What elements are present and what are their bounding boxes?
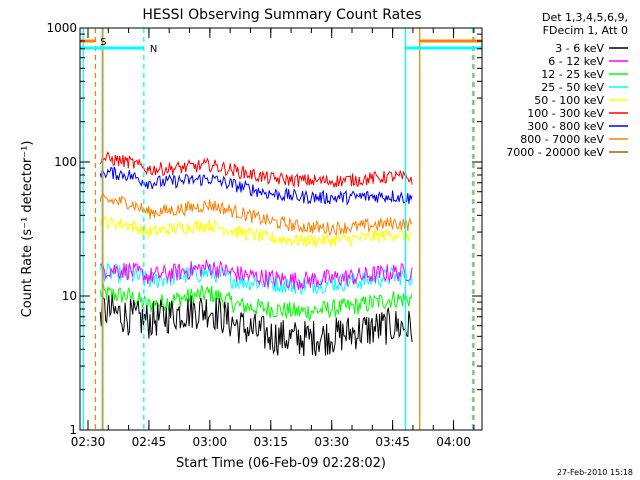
x-tick-label: 03:30: [314, 435, 349, 449]
series-line-5: [99, 151, 413, 188]
y-tick-label: 1000: [46, 21, 77, 35]
legend-entry-label: 3 - 6 keV: [555, 42, 604, 55]
series-line-7: [99, 192, 413, 236]
y-axis-label: Count Rate (s⁻¹ detector⁻¹): [20, 141, 35, 318]
y-tick-label: 10: [62, 289, 77, 303]
series-line-3: [99, 262, 413, 296]
x-tick-label: 02:30: [71, 435, 106, 449]
x-tick-label: 03:15: [253, 435, 288, 449]
series-line-2: [99, 284, 413, 322]
legend-header-line: Det 1,3,4,5,6,9,: [542, 11, 628, 24]
legend-entry-label: 6 - 12 keV: [548, 55, 604, 68]
y-tick-label: 1: [69, 423, 77, 437]
legend-entry-label: 50 - 100 keV: [534, 94, 604, 107]
plot-frame: [79, 27, 483, 431]
series-line-0: [99, 291, 413, 357]
legend-entry-label: 12 - 25 keV: [541, 68, 604, 81]
legend-entry-label: 300 - 800 keV: [527, 120, 604, 133]
x-tick-label: 02:45: [132, 435, 167, 449]
y-tick-label: 100: [54, 155, 77, 169]
series-line-6: [99, 165, 413, 206]
axes: 02:30 02:45 03:00 03:15 03:30 03:45 04:00 1 10 10…: [46, 21, 483, 449]
x-tick-label: 04:00: [436, 435, 471, 449]
footer-timestamp: 27-Feb-2010 15:18: [557, 468, 633, 477]
x-axis-label: Start Time (06-Feb-09 02:28:02): [176, 456, 386, 471]
legend-entry-label: 25 - 50 keV: [541, 81, 604, 94]
legend-entry-label: 100 - 300 keV: [527, 107, 604, 120]
legend-entry-label: 7000 - 20000 keV: [506, 146, 604, 159]
annotation-s-label: S: [100, 37, 106, 48]
legend: Det 1,3,4,5,6,9,FDecim 1, Att 0 3 - 6 keV…: [506, 11, 628, 159]
legend-header-line: FDecim 1, Att 0: [543, 24, 628, 37]
x-tick-label: 03:00: [193, 435, 228, 449]
legend-entry-label: 800 - 7000 keV: [520, 133, 604, 146]
annotation-n-label: N: [150, 44, 157, 55]
series-line-4: [99, 215, 413, 248]
series-line-1: [99, 259, 413, 291]
plot-area: SN: [80, 28, 482, 430]
chart-title: HESSI Observing Summary Count Rates: [142, 7, 421, 23]
x-tick-label: 03:45: [375, 435, 410, 449]
